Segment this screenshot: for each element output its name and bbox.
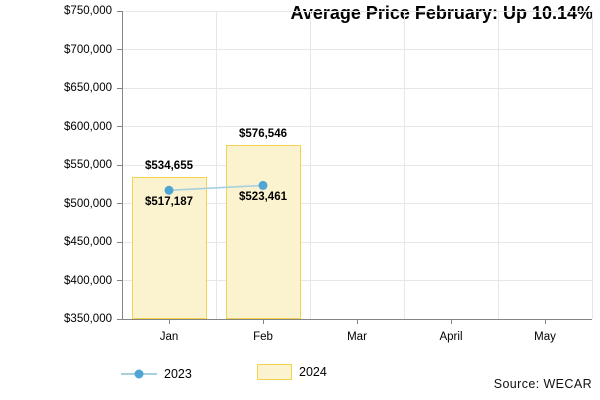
y-tick-mark [117, 241, 122, 243]
y-tick-label: $600,000 [64, 120, 112, 133]
y-axis-line [122, 11, 123, 320]
h-gridline [122, 87, 592, 89]
y-tick-mark [117, 87, 122, 89]
point-value-label: $523,461 [239, 191, 287, 204]
x-tick-label: Jan [159, 331, 179, 343]
chart-title: Average Price February: Up 10.14% [290, 3, 593, 23]
point-value-label: $517,187 [145, 196, 193, 209]
bar-jan[interactable] [131, 176, 207, 319]
h-gridline [122, 241, 592, 243]
v-gridline [403, 11, 405, 319]
y-tick-label: $650,000 [64, 82, 112, 94]
source-credit: Source: WECAR [493, 377, 592, 391]
h-gridline [122, 280, 592, 281]
v-gridline [497, 11, 499, 319]
h-gridline [122, 49, 592, 50]
x-tick-mark [356, 319, 358, 324]
x-tick-label: Mar [347, 331, 367, 343]
y-tick-mark [117, 164, 122, 166]
y-tick-mark [117, 126, 122, 127]
h-gridline [122, 126, 592, 127]
x-tick-mark [262, 319, 264, 324]
v-gridline [215, 11, 217, 319]
h-gridline [122, 164, 592, 166]
h-gridline [122, 203, 592, 204]
legend-label-2023: 2023 [164, 367, 192, 381]
line-series-icon [121, 369, 157, 379]
y-tick-mark [117, 49, 122, 50]
y-tick-mark [117, 280, 122, 281]
v-gridline [309, 11, 311, 319]
x-tick-label: Feb [253, 331, 273, 343]
x-tick-label: May [534, 331, 556, 343]
legend-label-2024: 2024 [299, 365, 327, 379]
y-tick-label: $750,000 [64, 5, 112, 17]
x-tick-mark [450, 319, 452, 324]
bar-value-label: $534,655 [145, 159, 193, 172]
x-tick-mark [168, 319, 170, 324]
y-tick-label: $550,000 [64, 159, 112, 171]
bar-value-label: $576,546 [239, 127, 287, 140]
bar-swatch-icon [257, 364, 292, 380]
legend-item-2024[interactable]: 2024 [257, 364, 327, 380]
x-tick-mark [544, 319, 546, 324]
y-tick-mark [117, 318, 122, 320]
h-gridline [122, 10, 592, 12]
v-gridline [591, 11, 593, 319]
y-tick-label: $350,000 [64, 313, 112, 325]
y-tick-mark [117, 10, 122, 12]
y-tick-label: $500,000 [64, 197, 112, 210]
point-marker-icon [134, 369, 144, 379]
bar-feb[interactable] [225, 144, 301, 319]
x-tick-label: April [439, 331, 463, 343]
y-tick-label: $700,000 [64, 43, 112, 56]
y-tick-mark [117, 203, 122, 204]
y-tick-label: $400,000 [64, 274, 112, 287]
legend-item-2023[interactable]: 2023 [121, 367, 192, 381]
y-tick-label: $450,000 [64, 236, 112, 248]
